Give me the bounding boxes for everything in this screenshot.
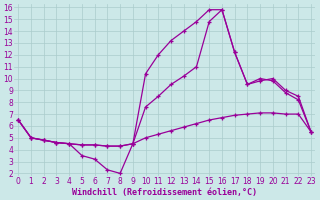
X-axis label: Windchill (Refroidissement éolien,°C): Windchill (Refroidissement éolien,°C) xyxy=(72,188,257,197)
